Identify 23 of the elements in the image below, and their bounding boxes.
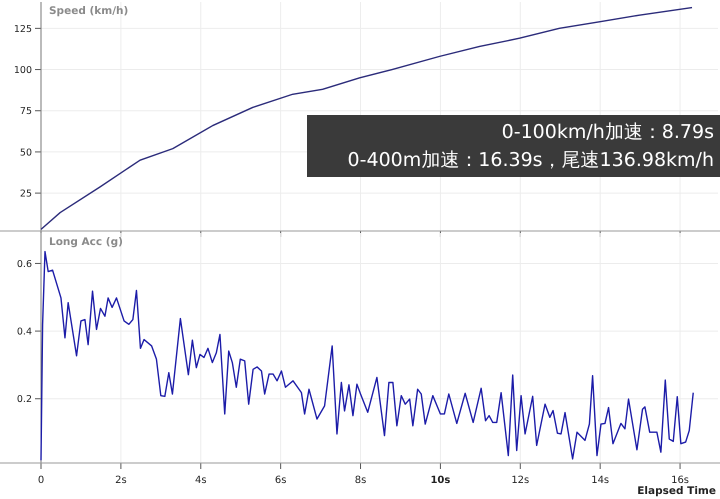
x-tick-label: 16s <box>671 475 690 486</box>
x-tick-label: 6s <box>274 475 286 486</box>
y-tick-label: 0.6 <box>16 258 32 270</box>
line-series <box>40 250 694 461</box>
annotation: 0-100km/h加速：8.79s <box>502 121 714 143</box>
y-axis-title: Speed (km/h) <box>49 5 128 17</box>
x-tick-label: 14s <box>591 475 610 486</box>
y-tick-label: 125 <box>14 24 32 35</box>
y-tick-label: 50 <box>20 147 32 158</box>
x-tick-label: 10s <box>430 475 450 486</box>
x-tick-label: 2s <box>115 475 127 486</box>
x-tick-label: 12s <box>511 475 530 486</box>
x-tick-label: 4s <box>194 475 207 486</box>
y-axis-title: Long Acc (g) <box>49 236 123 248</box>
y-tick-label: 100 <box>14 65 32 76</box>
x-axis-title: Elapsed Time <box>637 485 716 497</box>
x-tick-label: 0 <box>38 475 44 486</box>
x-tick-label: 8s <box>354 475 366 486</box>
y-tick-label: 25 <box>20 188 32 200</box>
annotation: 0-400m加速：16.39s，尾速136.98km/h <box>348 149 714 171</box>
y-tick-label: 75 <box>20 106 32 118</box>
y-tick-label: 0.2 <box>16 394 32 406</box>
y-tick-label: 0.4 <box>16 326 32 338</box>
